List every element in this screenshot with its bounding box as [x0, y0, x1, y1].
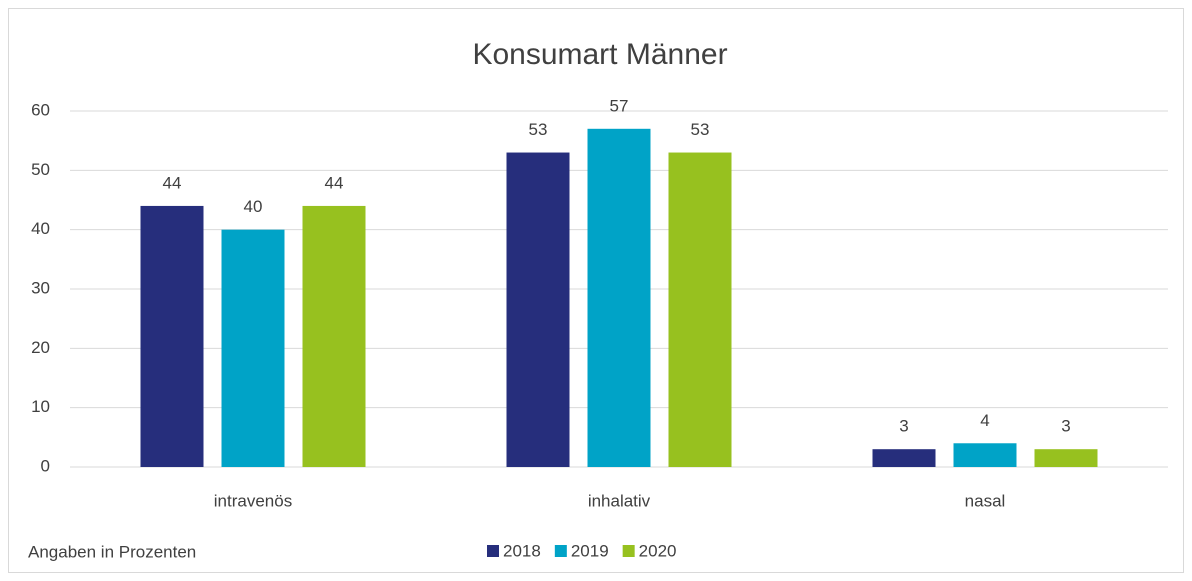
bar: [506, 152, 570, 468]
y-tick-label: 40: [31, 219, 50, 238]
data-label: 40: [244, 197, 263, 216]
legend-label: 2018: [503, 541, 541, 560]
x-tick-label: intravenös: [214, 491, 292, 510]
bar: [587, 128, 651, 468]
y-tick-label: 60: [31, 100, 50, 119]
legend-swatch: [554, 545, 567, 557]
bar: [140, 205, 204, 467]
chart-title: Konsumart Männer: [472, 38, 727, 71]
legend-swatch: [622, 545, 635, 557]
bar: [1034, 449, 1098, 467]
bar: [872, 449, 936, 467]
x-tick-label: inhalativ: [588, 491, 651, 510]
bar: [302, 205, 366, 467]
note: Angaben in Prozenten: [28, 542, 196, 561]
y-tick-label: 50: [31, 160, 50, 179]
legend-swatch: [487, 545, 499, 557]
bar: [953, 443, 1017, 467]
data-label: 44: [325, 173, 344, 192]
y-tick-label: 0: [41, 456, 50, 475]
legend-label: 2019: [571, 541, 609, 560]
data-label: 53: [691, 120, 710, 139]
legend-label: 2020: [639, 541, 677, 560]
y-tick-label: 30: [31, 278, 50, 297]
y-tick-label: 20: [31, 338, 50, 357]
x-tick-label: nasal: [965, 491, 1006, 510]
data-label: 57: [610, 96, 629, 115]
bar: [221, 229, 285, 467]
data-label: 4: [980, 411, 989, 430]
data-label: 3: [899, 417, 908, 436]
data-label: 3: [1061, 417, 1070, 436]
y-tick-label: 10: [31, 397, 50, 416]
bar: [668, 152, 732, 468]
data-label: 44: [163, 173, 182, 192]
data-label: 53: [529, 120, 548, 139]
